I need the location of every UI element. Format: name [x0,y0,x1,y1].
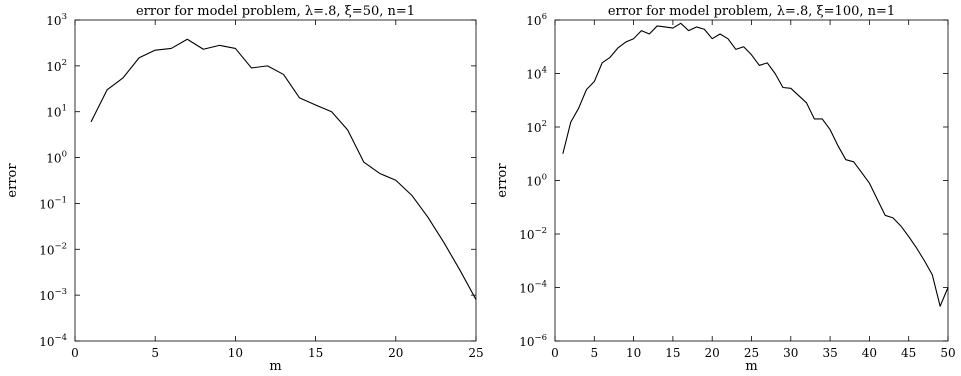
plot-frame [554,19,949,342]
x-tick-label: 25 [744,346,759,360]
x-axis-label: m [269,359,281,374]
x-tick-label: 45 [901,346,916,360]
x-tick-label: 35 [822,346,837,360]
y-tick-label: 102 [46,58,67,74]
error-series-line [90,38,477,300]
x-tick-label: 15 [665,346,680,360]
chart-panel-1: 0 5 10 15 20 25 10−4 10−3 10−2 10−1 100 101 102 103 er… [5,4,484,374]
x-tick-label: 50 [940,346,955,360]
x-tick-label: 15 [308,346,323,360]
y-tick-label: 10−2 [519,226,547,242]
x-tick-label: 0 [551,346,559,360]
x-tick-label: 25 [468,346,483,360]
chart-title: error for model problem, λ=.8, ξ=50, n=1 [136,4,415,19]
x-tick-label: 0 [71,346,79,360]
x-tick-label: 20 [705,346,720,360]
x-tick-label: 40 [862,346,877,360]
chart-title: error for model problem, λ=.8, ξ=100, n=… [608,4,895,19]
y-axis-label: error [5,163,20,198]
x-tick-label: 30 [783,346,798,360]
x-tick-label: 5 [151,346,159,360]
y-tick-label: 100 [526,173,547,189]
y-tick-label: 10−1 [39,195,67,211]
x-axis-label: m [745,359,757,374]
y-tick-label: 102 [526,119,547,135]
y-tick-label: 10−4 [519,280,547,296]
y-tick-label: 106 [526,12,547,28]
plot-frame [74,19,477,342]
y-tick-label: 103 [46,12,67,28]
x-tick-label: 20 [388,346,403,360]
y-tick-label: 104 [526,66,547,82]
x-tick-label: 10 [228,346,243,360]
y-tick-label: 10−6 [519,333,547,349]
error-series-line [562,22,949,307]
y-tick-label: 10−2 [39,241,67,257]
y-tick-label: 100 [46,150,67,166]
y-axis-label: error [495,163,510,198]
y-tick-label: 10−4 [39,333,67,349]
x-tick-label: 10 [626,346,641,360]
y-tick-label: 101 [46,104,67,120]
y-tick-label: 10−3 [39,287,67,303]
chart-panel-2: 0 5 10 15 20 25 30 35 40 45 50 10−6 10−4 10−2 100 102 10… [495,4,956,374]
x-tick-label: 5 [590,346,598,360]
